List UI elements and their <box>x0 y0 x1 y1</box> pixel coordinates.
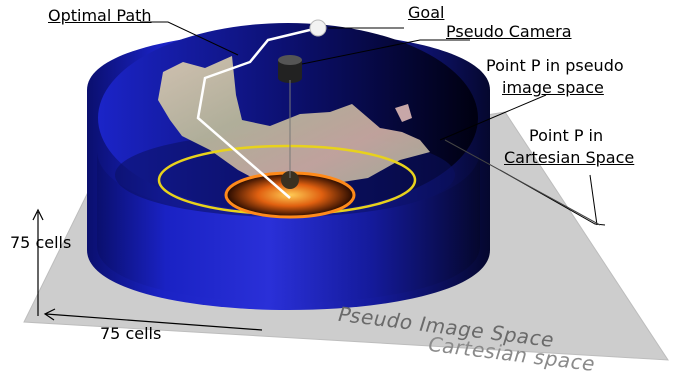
optimal-path-label: Optimal Path <box>48 6 152 25</box>
leader-pseudo-camera <box>301 39 470 65</box>
ray-to-point-p <box>444 139 601 226</box>
point-p-cartesian-label-line2: Cartesian Space <box>504 148 635 167</box>
point-p-pseudo-label-line2: image space <box>502 78 604 97</box>
leader-point-p-pseudo <box>439 94 547 141</box>
orange-ring-floor <box>226 173 354 217</box>
horizontal-axis-arrowhead <box>43 308 56 321</box>
pseudo-camera-top <box>278 55 302 65</box>
horizontal-axis-arrow <box>45 313 263 331</box>
pseudo-camera-label: Pseudo Camera <box>446 22 572 41</box>
leader-point-p-cartesian-2 <box>589 174 598 226</box>
cylinder-front-band <box>97 150 480 303</box>
point-p-cartesian-label-line1: Point P in <box>529 126 604 145</box>
leader-optimal-path <box>140 21 239 56</box>
optimal-path-line <box>196 26 319 199</box>
goal-icon <box>309 19 327 37</box>
pseudo-camera-bottom <box>278 73 302 83</box>
robot-marker <box>281 171 299 189</box>
horizontal-cells-label: 75 cells <box>100 324 162 343</box>
goal-label: Goal <box>408 3 445 22</box>
pseudo-image-patch-right <box>395 104 412 122</box>
vertical-axis-arrowhead <box>32 208 44 221</box>
pseudo-camera-body <box>278 60 302 78</box>
vertical-cells-label: 75 cells <box>10 233 72 252</box>
point-p-pseudo-label-line1: Point P in pseudo <box>486 56 624 75</box>
